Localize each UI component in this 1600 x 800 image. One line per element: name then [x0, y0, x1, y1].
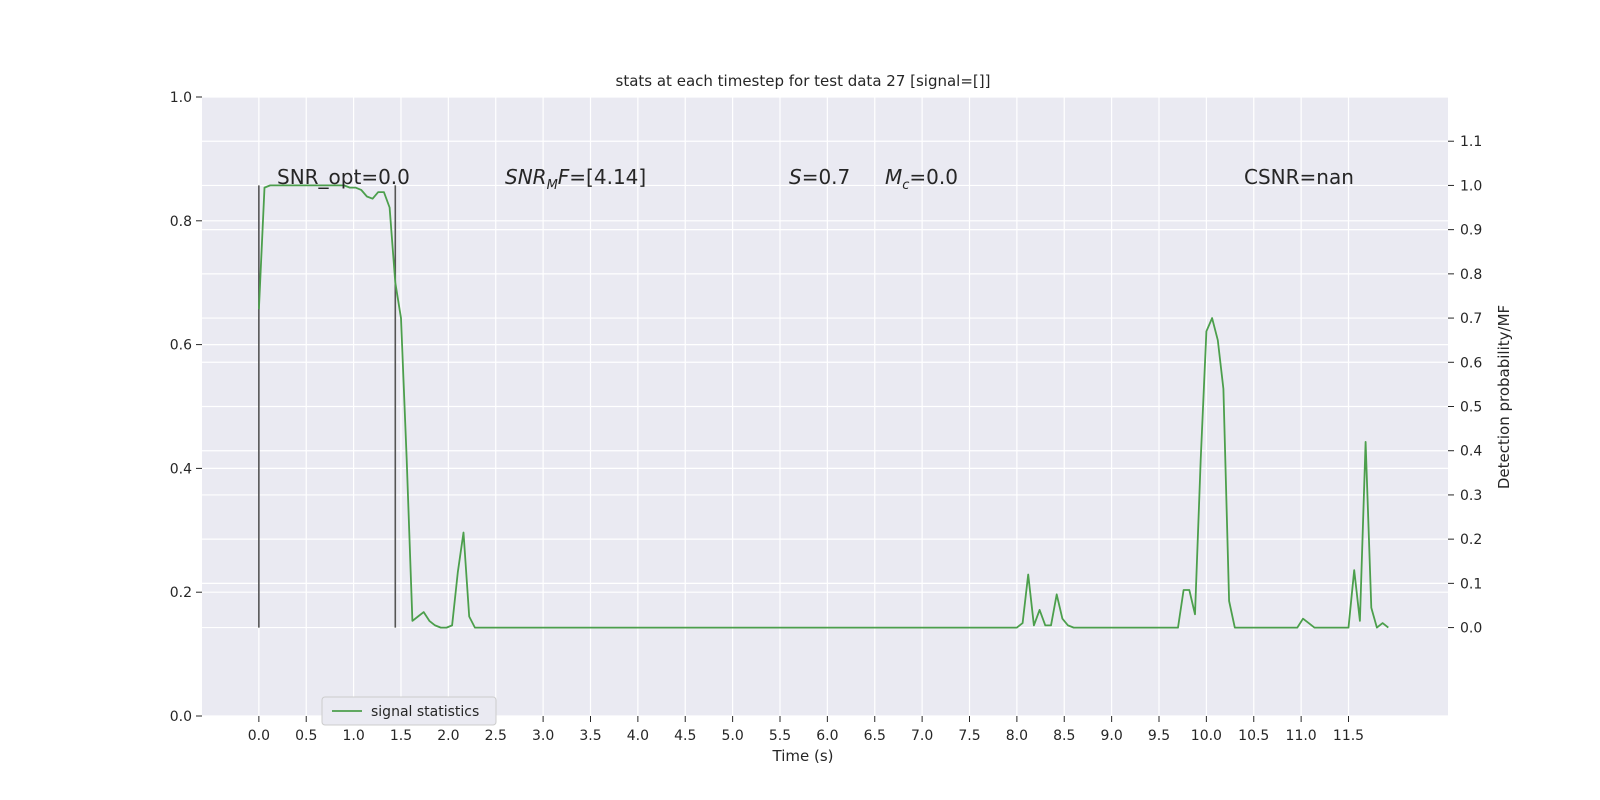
x-tick-label: 10.0 — [1191, 728, 1222, 744]
x-tick-label: 11.5 — [1333, 728, 1364, 744]
right-y-tick-label: 0.3 — [1460, 488, 1482, 504]
annotation-text: S=0.7 — [789, 165, 850, 189]
left-y-tick-label: 0.6 — [170, 338, 192, 354]
x-tick-label: 10.5 — [1238, 728, 1269, 744]
left-y-tick-label: 0.8 — [170, 214, 192, 230]
annotation-text: CSNR=nan — [1244, 165, 1354, 189]
x-tick-label: 0.5 — [295, 728, 317, 744]
x-tick-label: 6.0 — [816, 728, 838, 744]
right-y-axis-ticks: 0.0 0.1 0.2 0.3 0.4 0.5 0.6 0.7 0.8 0.9 1.0 1.1 — [1448, 134, 1482, 637]
series-group — [258, 184, 1389, 629]
x-tick-label: 8.0 — [1006, 728, 1028, 744]
right-y-tick-label: 0.2 — [1460, 532, 1482, 548]
right-y-tick-label: 0.8 — [1460, 267, 1482, 283]
right-y-tick-label: 0.6 — [1460, 355, 1482, 371]
left-y-axis-ticks: 0.0 0.2 0.4 0.6 0.8 1.0 — [170, 90, 202, 725]
legend: signal statistics — [321, 696, 497, 726]
x-tick-label: 6.5 — [864, 728, 886, 744]
x-tick-label: 3.5 — [579, 728, 601, 744]
right-y-tick-label: 0.1 — [1460, 576, 1482, 592]
legend-label: signal statistics — [371, 704, 479, 720]
x-tick-label: 5.5 — [769, 728, 791, 744]
right-y-axis-label: Detection probability/MF — [1495, 305, 1513, 489]
annotation-text: SNRMF=[4.14] — [505, 165, 646, 193]
x-tick-label: 4.5 — [674, 728, 696, 744]
grid-lines — [202, 96, 1448, 717]
left-y-tick-label: 0.2 — [170, 585, 192, 601]
left-y-tick-label: 1.0 — [170, 90, 192, 106]
x-tick-label: 4.0 — [627, 728, 649, 744]
x-axis-label: Time (s) — [772, 747, 834, 765]
x-tick-label: 11.0 — [1286, 728, 1317, 744]
right-y-tick-label: 0.5 — [1460, 400, 1482, 416]
right-y-tick-label: 0.7 — [1460, 311, 1482, 327]
vertical-markers — [258, 185, 397, 628]
annotation-text: SNR_opt=0.0 — [277, 165, 410, 189]
x-tick-label: 7.0 — [911, 728, 933, 744]
annotations: SNR_opt=0.0 SNRMF=[4.14] S=0.7 Mc=0.0 CSNR=n… — [277, 165, 1354, 193]
x-tick-label: 2.5 — [485, 728, 507, 744]
chart-title: stats at each timestep for test data 27 … — [616, 72, 991, 90]
x-tick-label: 3.0 — [532, 728, 554, 744]
left-y-tick-label: 0.4 — [170, 461, 192, 477]
right-y-tick-label: 0.4 — [1460, 444, 1482, 460]
right-y-tick-label: 0.0 — [1460, 621, 1482, 637]
x-tick-label: 9.5 — [1148, 728, 1170, 744]
x-tick-label: 1.0 — [342, 728, 364, 744]
x-tick-label: 1.5 — [390, 728, 412, 744]
series-line — [258, 184, 1389, 629]
left-y-tick-label: 0.0 — [170, 709, 192, 725]
right-y-tick-label: 1.1 — [1460, 134, 1482, 150]
right-y-tick-label: 1.0 — [1460, 178, 1482, 194]
x-tick-label: 2.0 — [437, 728, 459, 744]
annotation-text: Mc=0.0 — [885, 165, 958, 193]
x-tick-label: 8.5 — [1053, 728, 1075, 744]
legend-box — [321, 696, 497, 726]
x-tick-label: 0.0 — [248, 728, 270, 744]
x-tick-label: 9.0 — [1100, 728, 1122, 744]
right-y-tick-label: 0.9 — [1460, 223, 1482, 239]
x-tick-label: 5.0 — [721, 728, 743, 744]
x-axis-ticks: 0.0 0.5 1.0 1.5 2.0 2.5 3.0 3.5 4.0 4.5 5.0 5.5 6.0 6… — [248, 716, 1364, 744]
x-tick-label: 7.5 — [958, 728, 980, 744]
